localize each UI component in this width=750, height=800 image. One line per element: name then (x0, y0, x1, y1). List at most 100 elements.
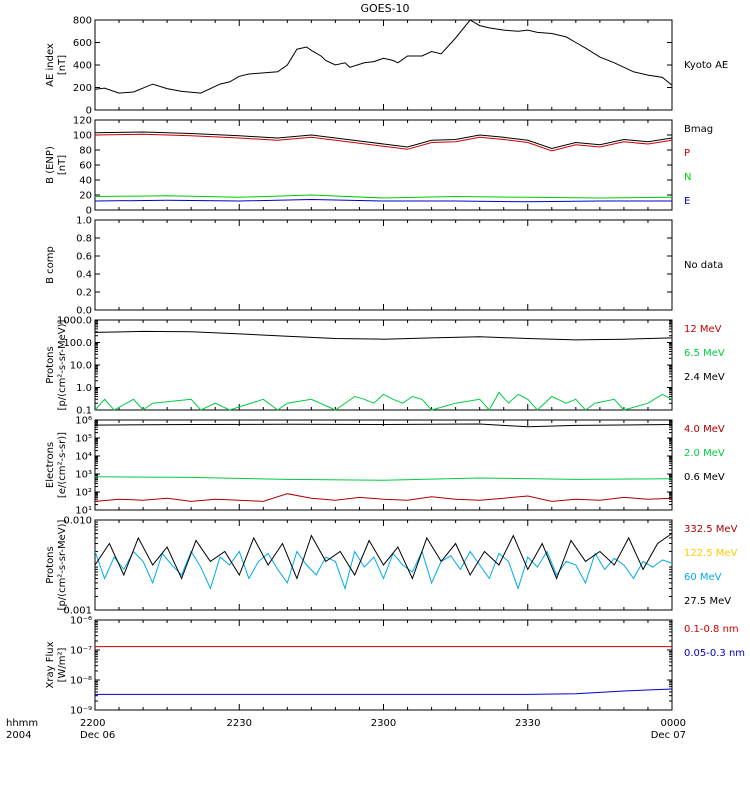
x-corner-label: 2004 (6, 730, 31, 741)
legend-label: N (684, 172, 691, 183)
legend-label: 122.5 MeV (684, 548, 738, 559)
ytick-label: 0.010 (63, 516, 92, 527)
ytick-label: 20 (79, 191, 92, 202)
legend-label: No data (684, 260, 723, 271)
legend-label: 27.5 MeV (684, 596, 731, 607)
ytick-label: 0.2 (76, 288, 92, 299)
series-line (94, 391, 673, 411)
panel-1: 800 600 400 200 0 AE index [nT] Kyoto AE (45, 16, 728, 117)
legend-label: 4.0 MeV (684, 424, 725, 435)
legend-label: 2.4 MeV (684, 372, 725, 383)
legend-label: Kyoto AE (684, 60, 728, 71)
legend-label: 332.5 MeV (684, 524, 738, 535)
ytick-label: 10⁶ (75, 416, 92, 427)
ytick-label: 120 (73, 116, 92, 127)
xtick-label: 0000 (661, 718, 686, 729)
ytick-label: 0.4 (76, 270, 92, 281)
y-axis-label: B (ENP) (45, 146, 56, 184)
xtick-label: 2200 (80, 718, 105, 729)
legend-label: 0.6 MeV (684, 472, 725, 483)
ytick-label: 60 (79, 161, 92, 172)
y-axis-label: Protons (45, 546, 56, 583)
ytick-label: 800 (73, 16, 92, 27)
y-axis-unit: [W/m²] (57, 647, 68, 682)
panel-7: 10⁻⁶ 10⁻⁷ 10⁻⁸ 10⁻⁹ Xray Flux [W/m²] 0.1-0.8 n… (45, 616, 745, 717)
ytick-label: 0 (86, 106, 92, 117)
legend-label: 0.1-0.8 nm (684, 624, 739, 635)
series-line (94, 550, 673, 591)
series-line (94, 423, 673, 428)
series-line (94, 194, 673, 199)
ytick-label: 0.001 (63, 606, 92, 617)
ytick-label: 0.1 (76, 406, 92, 417)
panel-6: 0.010 0.001 Protons [p/(cm²-s-sr-MeV)] 332.5… (45, 516, 738, 617)
ytick-label: 10.0 (70, 361, 92, 372)
y-axis-unit: [p/(cm²-s-sr-MeV)] (57, 519, 68, 610)
ytick-label: 600 (73, 38, 92, 49)
y-axis-unit: [nT] (57, 155, 68, 175)
ytick-label: 10² (75, 488, 92, 499)
y-axis-label: Protons (45, 346, 56, 383)
panel-5: 10⁶ 10⁵ 10⁴ 10³ 10² 10¹ Electrons [e/(cm²-s-sr)… (45, 416, 725, 517)
series-line (94, 19, 673, 94)
series-line (94, 476, 673, 481)
ytick-label: 10⁻⁶ (70, 616, 92, 627)
y-axis-label: Electrons (45, 442, 56, 488)
series-line (94, 330, 673, 341)
ytick-label: 80 (79, 146, 92, 157)
xtick-label: 2330 (515, 718, 540, 729)
ytick-label: 10⁴ (75, 452, 92, 463)
ytick-label: 400 (73, 61, 92, 72)
legend-label: 0.05-0.3 nm (684, 648, 745, 659)
ytick-label: 1.0 (76, 216, 92, 227)
legend-label: 2.0 MeV (684, 448, 725, 459)
plot-title: GOES-10 (360, 2, 409, 15)
ytick-label: 1.0 (76, 383, 92, 394)
panel-frame (94, 219, 673, 311)
xtick-sublabel: Dec 07 (651, 730, 686, 741)
ytick-label: 10⁻⁷ (70, 646, 92, 657)
ytick-label: 0.6 (76, 252, 92, 263)
panel-frame (94, 319, 673, 411)
panel-frame (94, 419, 673, 511)
ytick-label: 10¹ (75, 506, 92, 517)
panel-frame (94, 19, 673, 111)
ytick-label: 0.8 (76, 234, 92, 245)
series-line (95, 688, 673, 695)
series-line (94, 131, 673, 150)
legend-label: 6.5 MeV (684, 348, 725, 359)
ytick-label: 0 (86, 206, 92, 217)
y-axis-label: AE index (45, 43, 56, 87)
y-axis-unit: [e/(cm²-s-sr)] (57, 432, 68, 498)
ytick-label: 10³ (75, 470, 92, 481)
ytick-label: 1000.0 (57, 316, 92, 327)
legend-label: P (684, 148, 690, 159)
y-axis-label: B comp (45, 246, 56, 284)
y-axis-unit: [nT] (57, 55, 68, 75)
xtick-label: 2230 (227, 718, 252, 729)
legend-label: 60 MeV (684, 572, 722, 583)
x-corner-label: hhmm (6, 718, 38, 729)
series-line (94, 133, 673, 152)
series-line (94, 493, 673, 502)
panel-3: 1.0 0.8 0.6 0.4 0.2 0.0 B comp No data (45, 216, 723, 317)
legend-label: Bmag (684, 124, 713, 135)
legend-label: E (684, 196, 690, 207)
series-line (94, 198, 672, 203)
y-axis-label: Xray Flux (45, 641, 56, 688)
ytick-label: 10⁻⁹ (70, 706, 92, 717)
ytick-label: 200 (73, 83, 92, 94)
ytick-label: 100 (73, 131, 92, 142)
y-axis-unit: [p/(cm²-s-sr-MeV)] (57, 319, 68, 410)
xtick-sublabel: Dec 06 (80, 730, 115, 741)
xtick-label: 2300 (371, 718, 396, 729)
ytick-label: 10⁻⁸ (70, 676, 92, 687)
ytick-label: 10⁵ (75, 434, 92, 445)
ytick-label: 100.0 (63, 338, 92, 349)
ytick-label: 40 (79, 176, 92, 187)
panel-frame (94, 619, 673, 711)
series-line (94, 533, 673, 580)
